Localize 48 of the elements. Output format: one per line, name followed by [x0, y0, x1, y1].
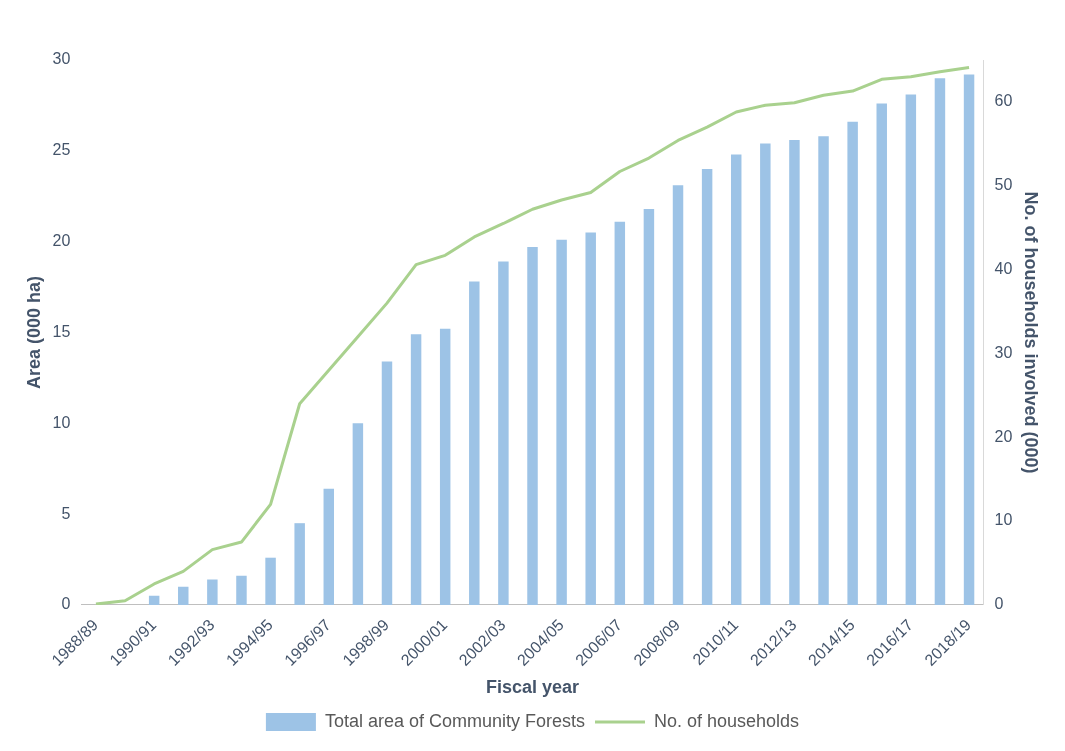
y-tick-label: 5 [61, 504, 71, 522]
y2-tick-label: 50 [994, 176, 1013, 194]
y-tick-label: 10 [52, 413, 71, 431]
bar [323, 488, 335, 605]
bar [934, 78, 946, 605]
bar [847, 121, 858, 605]
y-tick-label: 30 [52, 50, 71, 68]
bar [410, 334, 422, 605]
y2-tick-label: 20 [994, 427, 1013, 445]
legend-label: No. of households [654, 710, 800, 731]
bar [701, 168, 713, 605]
bar [498, 261, 509, 605]
bar [556, 239, 567, 605]
legend-label: Total area of Community Forests [324, 710, 586, 731]
bar [789, 139, 800, 605]
bar [614, 221, 626, 605]
y-axis-title: Area (000 ha) [23, 275, 44, 389]
bar [730, 154, 742, 605]
bar [265, 557, 276, 605]
bar [760, 143, 771, 605]
y2-tick-label: 60 [994, 92, 1013, 110]
bar [963, 74, 975, 605]
x-axis-title: Fiscal year [485, 677, 580, 698]
bar [236, 575, 247, 605]
bar [178, 586, 189, 605]
bar [294, 523, 305, 605]
y-tick-label: 0 [61, 595, 71, 613]
bar [818, 136, 829, 605]
bar [469, 281, 480, 605]
bar [439, 328, 451, 605]
y2-axis-title: No. of households involved (000) [1021, 191, 1042, 474]
bar [905, 94, 917, 605]
y2-tick-label: 0 [994, 595, 1004, 613]
y-tick-label: 20 [52, 232, 71, 250]
bar [207, 579, 218, 605]
y2-tick-label: 40 [994, 259, 1013, 277]
bar [585, 232, 596, 605]
y-tick-label: 15 [52, 322, 71, 340]
bar [643, 208, 655, 605]
bar [527, 247, 538, 605]
bar [876, 103, 887, 605]
y2-tick-label: 10 [994, 511, 1013, 529]
bar [672, 185, 684, 605]
bar [352, 423, 364, 605]
y-tick-label: 25 [52, 141, 71, 159]
y2-tick-label: 30 [994, 343, 1013, 361]
bar [148, 595, 160, 605]
bar [381, 361, 393, 605]
